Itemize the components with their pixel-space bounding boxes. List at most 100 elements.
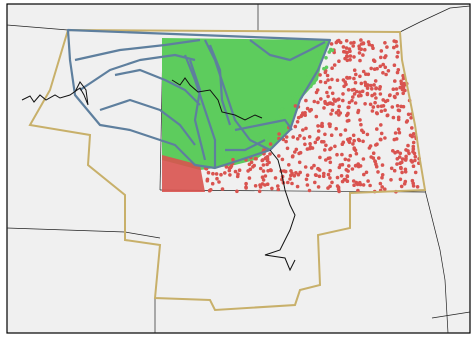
red-point [379,49,384,53]
red-point [328,160,333,165]
red-point [352,55,356,59]
red-point [231,157,235,162]
red-point [352,68,357,72]
red-point [393,131,398,135]
red-point [369,66,374,71]
red-point [351,44,356,48]
red-point [410,178,415,183]
red-point [312,99,317,104]
red-point [385,113,390,118]
red-point [295,184,300,189]
red-point [378,64,383,69]
red-point [316,129,321,133]
red-point [304,177,309,182]
red-point [372,59,377,63]
red-point [323,99,327,104]
red-point [322,171,326,176]
red-point [356,188,360,193]
green-point [280,121,285,126]
red-point [411,144,416,149]
red-point [353,80,358,85]
red-point [384,72,388,77]
red-point [406,112,411,117]
red-point [365,132,370,137]
red-point [224,165,229,169]
red-point [314,114,319,119]
red-point [358,90,362,94]
red-point [340,162,345,167]
green-point [279,113,283,118]
red-point [404,156,408,161]
red-point [329,112,333,116]
red-point [358,180,362,185]
red-point [223,171,227,175]
basin-line [183,54,217,168]
red-point [302,136,307,141]
red-point [297,160,302,165]
red-point [322,106,326,110]
red-point [351,142,355,146]
red-point [385,98,390,103]
red-point [364,82,368,86]
red-point [379,123,383,127]
red-point [390,105,395,109]
red-point [361,157,366,161]
red-point [359,122,363,127]
red-point [330,77,334,82]
green-point [224,154,228,159]
red-point [410,126,414,130]
red-point [337,104,342,109]
red-point [294,171,298,175]
red-point [261,163,266,167]
red-point [338,40,343,45]
red-point [354,89,359,94]
green-point [257,133,262,138]
red-point [348,153,353,158]
red-point [373,79,378,83]
red-point [244,186,248,190]
red-point [361,183,366,187]
state-outline [28,28,427,312]
red-point [303,165,308,169]
red-point [276,187,281,192]
boundary-line [431,311,471,319]
red-point [380,175,384,180]
red-point [330,91,335,96]
red-point [367,42,372,47]
basin-line [225,139,266,152]
basin-line [99,98,196,146]
red-point [403,167,408,172]
red-point [313,140,318,145]
red-point [404,120,409,124]
red-point [304,98,308,103]
red-point [395,104,400,108]
red-point [276,184,280,188]
red-point [385,45,389,49]
red-point [379,109,384,113]
red-point [391,149,395,153]
red-point [402,182,407,186]
red-point [252,163,256,168]
red-point [316,185,321,189]
red-point [401,76,406,81]
red-point [362,172,366,177]
red-point [303,142,307,147]
red-point [335,78,340,82]
red-point [373,100,377,105]
red-point [351,133,356,138]
red-point [277,154,281,158]
red-point [328,122,332,127]
red-point [383,136,387,140]
red-point [284,135,289,139]
red-point [308,142,312,146]
red-point [379,55,383,60]
state-outlines [28,28,427,312]
red-point [399,81,404,86]
red-point [321,174,326,178]
red-point [359,47,364,51]
red-point [328,147,332,152]
red-point [391,115,396,120]
red-point [358,58,362,63]
red-point [352,92,357,96]
red-point [261,158,265,162]
